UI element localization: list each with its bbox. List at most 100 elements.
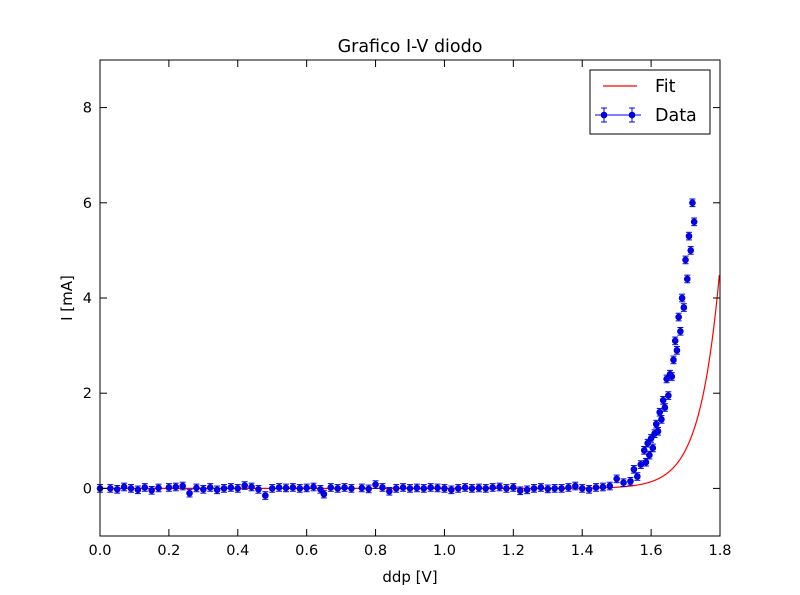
data-point <box>558 484 565 493</box>
data-point <box>206 483 214 492</box>
data-point <box>448 485 455 495</box>
data-point <box>241 481 248 490</box>
marker <box>365 485 372 493</box>
data-point <box>671 336 679 346</box>
marker <box>206 484 214 491</box>
marker <box>334 485 341 492</box>
marker <box>392 485 400 492</box>
data-point <box>551 484 558 493</box>
marker <box>673 347 681 354</box>
y-axis-label: I [mA] <box>58 275 76 321</box>
marker <box>599 483 607 491</box>
data-point <box>200 485 207 494</box>
data-point <box>516 486 524 496</box>
data-point <box>675 312 682 322</box>
data-point <box>420 484 428 493</box>
x-tick-label: 1.2 <box>502 543 525 559</box>
x-tick-label: 1.0 <box>433 543 456 559</box>
marker <box>558 485 565 492</box>
marker <box>268 485 276 492</box>
marker <box>680 304 688 311</box>
data-point <box>578 484 586 493</box>
marker <box>516 487 524 495</box>
marker <box>671 337 679 345</box>
data-point <box>644 438 651 448</box>
marker <box>613 475 620 483</box>
data-point <box>268 484 276 493</box>
marker <box>690 218 698 226</box>
data-point <box>334 484 341 493</box>
data-point <box>148 485 155 495</box>
marker <box>386 487 393 495</box>
data-point <box>680 303 688 312</box>
data-point <box>606 481 614 491</box>
data-point <box>441 484 448 493</box>
data-point <box>627 476 634 486</box>
data-point <box>120 482 128 492</box>
marker <box>155 484 162 492</box>
marker <box>620 479 627 486</box>
marker <box>296 485 304 492</box>
marker <box>551 485 558 492</box>
marker <box>406 485 414 492</box>
data-point <box>649 443 657 453</box>
data-point <box>503 484 510 493</box>
marker <box>227 484 235 491</box>
marker <box>434 484 441 492</box>
data-point <box>213 485 221 495</box>
data-point <box>427 483 434 492</box>
data-point <box>647 434 655 443</box>
marker <box>420 485 428 492</box>
marker <box>523 486 531 494</box>
data-point <box>379 483 386 492</box>
data-point <box>640 446 648 455</box>
data-point <box>172 482 180 492</box>
marker <box>275 484 283 491</box>
data-point <box>255 485 262 494</box>
data-point <box>348 484 355 493</box>
data-point <box>282 483 290 493</box>
marker <box>348 485 355 492</box>
marker <box>127 485 135 492</box>
marker <box>282 484 290 492</box>
data-point <box>673 346 681 355</box>
marker <box>213 486 221 494</box>
x-tick-label: 1.8 <box>708 543 731 559</box>
marker <box>649 444 657 452</box>
legend-data-swatch <box>595 107 641 123</box>
chart-title: Grafico I-V diodo <box>338 37 483 57</box>
data-point <box>661 403 669 412</box>
data-point <box>620 478 627 487</box>
marker <box>572 482 579 490</box>
marker <box>220 485 228 492</box>
data-point <box>630 465 638 474</box>
marker <box>646 451 653 459</box>
x-tick-label: 1.6 <box>640 543 663 559</box>
marker <box>248 483 255 491</box>
data-point <box>386 486 393 496</box>
marker <box>289 484 297 491</box>
marker <box>652 420 660 428</box>
marker <box>503 485 510 492</box>
data-point <box>652 419 660 429</box>
data-point <box>461 483 469 492</box>
data-point <box>654 426 662 436</box>
data-point <box>341 483 348 492</box>
marker <box>172 483 180 491</box>
marker <box>689 199 696 207</box>
marker <box>341 484 348 491</box>
data-point <box>663 374 670 384</box>
marker <box>148 487 155 494</box>
marker <box>179 482 186 490</box>
data-point <box>658 415 665 424</box>
data-point <box>434 483 441 493</box>
data-point <box>186 488 193 498</box>
data-point <box>496 482 503 492</box>
marker <box>592 484 600 491</box>
legend-fit-label: Fit <box>655 77 676 97</box>
marker <box>427 484 434 491</box>
data-point <box>565 483 572 492</box>
y-tick-label: 0 <box>83 481 92 497</box>
data-point <box>613 474 620 484</box>
data-point <box>365 484 372 494</box>
